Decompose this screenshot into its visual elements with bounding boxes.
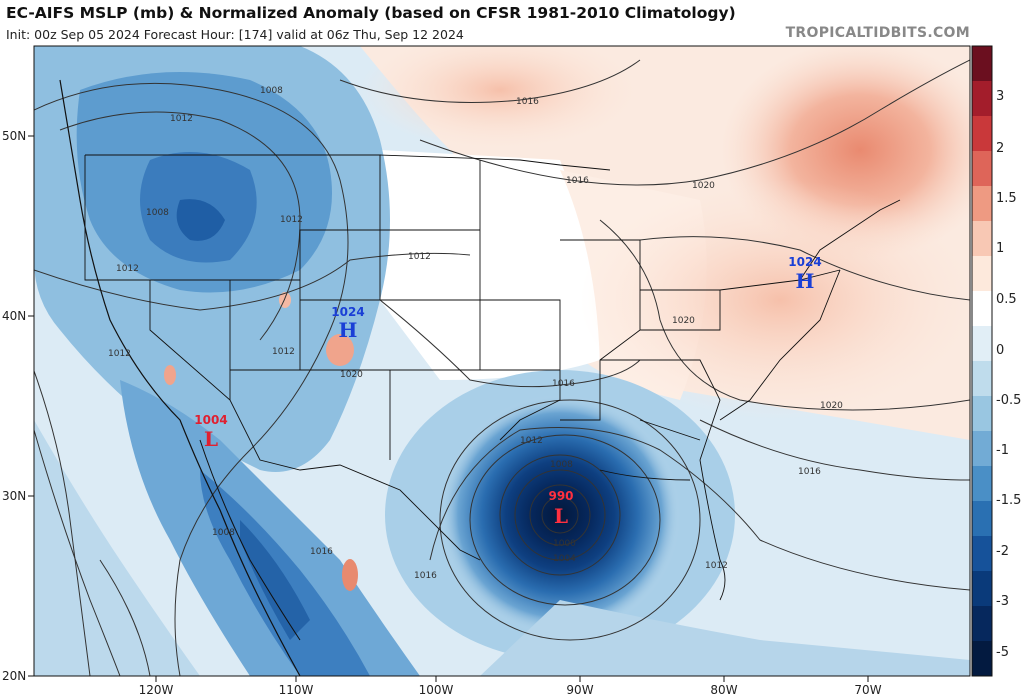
isobar-label: 1008	[550, 460, 573, 470]
colorbar	[971, 45, 993, 677]
isobars	[34, 59, 970, 676]
west-coastline	[59, 79, 301, 676]
colorbar-segment	[972, 256, 992, 292]
anomaly-field: 1008 1012 1012 1008 1012 1012 1012 1016 …	[34, 46, 970, 676]
high-value: 1024	[331, 305, 364, 319]
longitude-axis: 120W 110W 100W 90W 80W 70W	[139, 676, 882, 696]
isobar-label: 1012	[520, 436, 543, 446]
isobar-label: 1012	[272, 347, 295, 357]
map-subtitle: Init: 00z Sep 05 2024 Forecast Hour: [17…	[6, 27, 464, 42]
lat-label: 30N	[2, 489, 26, 503]
colorbar-segment	[972, 501, 992, 537]
lon-label: 110W	[279, 683, 314, 696]
colorbar-segment	[972, 571, 992, 607]
isobar-label: 1004	[553, 554, 576, 564]
lon-label: 120W	[139, 683, 174, 696]
colorbar-label: -1	[996, 443, 1009, 458]
colorbar-label: 0.5	[996, 292, 1017, 307]
isobar-label: 1012	[170, 114, 193, 124]
credit-watermark: TROPICALTIDBITS.COM	[785, 25, 970, 41]
low-marker: L	[204, 427, 218, 451]
isobar-label: 1012	[408, 252, 431, 262]
colorbar-segment	[972, 116, 992, 152]
high-pressure-northeast: 1024 H	[788, 255, 821, 293]
colorbar-segment	[972, 221, 992, 257]
colorbar-segment	[972, 291, 992, 327]
isobar-label: 1012	[280, 215, 303, 225]
colorbar-segment	[972, 606, 992, 642]
colorbar-segment	[972, 466, 992, 502]
low-value: 1004	[194, 413, 227, 427]
colorbar-segment	[972, 536, 992, 572]
isobar-label: 1008	[260, 86, 283, 96]
colorbar-label: 3	[996, 89, 1004, 104]
isobar-labels: 1008 1012 1012 1008 1012 1012 1012 1016 …	[108, 86, 843, 581]
colorbar-segment	[972, 151, 992, 187]
colorbar-label: 1.5	[996, 191, 1017, 206]
colorbar-segment	[972, 326, 992, 362]
high-marker: H	[796, 269, 815, 293]
isobar-label: 1020	[820, 401, 843, 411]
lon-label: 70W	[854, 683, 881, 696]
colorbar-frame	[971, 45, 993, 677]
isobar-label: 1012	[108, 349, 131, 359]
low-pressure-hurricane: 990 L	[548, 489, 573, 528]
lat-label: 20N	[2, 669, 26, 683]
colorbar-labels: 3 2 1.5 1 0.5 0 -0.5 -1 -1.5 -2 -3 -5	[996, 89, 1021, 660]
lat-label: 50N	[2, 129, 26, 143]
low-value: 990	[548, 489, 573, 503]
colorbar-label: 1	[996, 241, 1004, 256]
baja-coastline	[199, 439, 301, 641]
colorbar-label: -1.5	[996, 493, 1021, 508]
isobar-label: 1012	[705, 561, 728, 571]
colorbar-segment	[972, 46, 992, 82]
isobar-label: 1016	[798, 467, 821, 477]
colorbar-label: -2	[996, 544, 1009, 559]
isobar-label: 1008	[146, 208, 169, 218]
map-title: EC-AIFS MSLP (mb) & Normalized Anomaly (…	[6, 4, 736, 22]
colorbar-label: -3	[996, 594, 1009, 609]
isobar-label: 1020	[692, 181, 715, 191]
colorbar-segment	[972, 641, 992, 677]
colorbar-segment	[972, 361, 992, 397]
colorbar-segment	[972, 431, 992, 467]
lon-label: 100W	[419, 683, 454, 696]
colorbar-label: 0	[996, 343, 1004, 358]
isobar-label: 1016	[552, 379, 575, 389]
colorbar-segment	[972, 81, 992, 117]
borders	[84, 154, 901, 601]
lon-label: 80W	[710, 683, 737, 696]
lon-label: 90W	[566, 683, 593, 696]
high-pressure-colorado: 1024 H	[331, 305, 364, 342]
isobar-label: 1012	[116, 264, 139, 274]
high-marker: H	[339, 318, 358, 342]
colorbar-label: -0.5	[996, 393, 1021, 408]
colorbar-segment	[972, 186, 992, 222]
isobar-label: 1016	[310, 547, 333, 557]
isobar-label: 1016	[414, 571, 437, 581]
latitude-axis: 50N 40N 30N 20N	[2, 129, 34, 683]
isobar-label: 1016	[566, 176, 589, 186]
isobar-label: 1020	[672, 316, 695, 326]
isobar-label: 1008	[212, 528, 235, 538]
colorbar-label: -5	[996, 645, 1009, 660]
colorbar-label: 2	[996, 141, 1004, 156]
lat-label: 40N	[2, 309, 26, 323]
isobar-label: 1020	[340, 370, 363, 380]
isobar-label: 1016	[516, 97, 539, 107]
map-frame	[33, 45, 971, 677]
high-value: 1024	[788, 255, 821, 269]
low-pressure-southwest: 1004 L	[194, 413, 227, 451]
low-marker: L	[554, 504, 568, 528]
colorbar-segment	[972, 396, 992, 432]
isobar-label: 1000	[553, 539, 576, 549]
